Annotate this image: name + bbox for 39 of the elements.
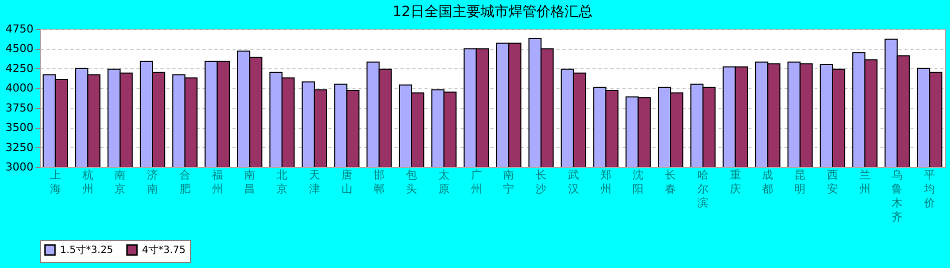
x-tick-label: 乌鲁木齐 <box>892 168 903 224</box>
x-tick-label: 南宁 <box>503 168 514 196</box>
x-tick-label: 长沙 <box>536 168 547 196</box>
x-tick-label: 长春 <box>665 168 676 196</box>
x-tick-label: 南昌 <box>244 168 256 196</box>
x-tick-label: 包头 <box>406 168 418 196</box>
x-tick-label: 北京 <box>276 168 288 196</box>
y-tick-label: 4750 <box>6 22 34 36</box>
x-tick-label: 合肥 <box>179 168 190 196</box>
x-tick-label: 西安 <box>826 168 838 196</box>
x-tick-label: 杭州 <box>81 168 94 196</box>
x-tick-label: 邯郸 <box>374 168 385 196</box>
x-tick-label: 郑州 <box>600 168 612 196</box>
y-tick-label: 4500 <box>6 42 34 56</box>
y-tick-label: 3250 <box>6 140 34 154</box>
x-tick-label: 重庆 <box>730 168 741 196</box>
x-tick-label: 兰州 <box>859 168 870 196</box>
x-tick-label: 南京 <box>114 168 126 196</box>
x-tick-label: 武汉 <box>568 168 579 196</box>
x-tick-label: 平均价 <box>923 168 936 210</box>
x-tick-label: 广州 <box>470 168 482 196</box>
y-tick-label: 3000 <box>6 160 34 174</box>
y-tick-label: 3500 <box>6 121 34 134</box>
y-tick-label: 3750 <box>6 101 34 114</box>
x-tick-label: 唐山 <box>341 168 352 196</box>
x-tick-label: 昆明 <box>794 168 806 196</box>
x-tick-label: 福州 <box>212 168 223 196</box>
x-tick-label: 上海 <box>50 168 61 196</box>
y-tick-label: 4000 <box>6 82 34 95</box>
y-tick-label: 4250 <box>6 62 34 75</box>
x-tick-label: 成都 <box>762 168 774 196</box>
x-tick-label: 哈尔滨 <box>697 168 708 210</box>
x-tick-label: 沈阳 <box>632 168 644 196</box>
x-tick-label: 太原 <box>438 168 450 196</box>
x-tick-label: 济南 <box>147 168 158 196</box>
x-tick-label: 天津 <box>308 168 320 196</box>
legend-label: 1.5寸*3.25 <box>60 244 114 256</box>
chart-title: 12日全国主要城市焊管价格汇总 <box>392 4 592 20</box>
legend-label: 4寸*3.75 <box>142 244 186 256</box>
